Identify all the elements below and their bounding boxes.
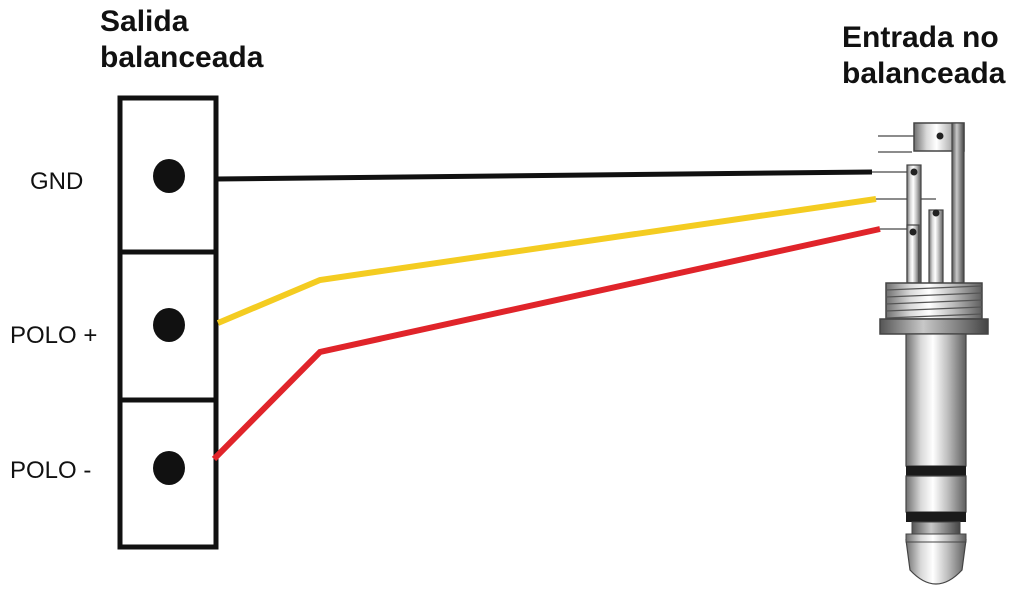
output-title: Salida balanceada xyxy=(100,4,263,76)
ring-contact xyxy=(905,475,967,513)
solder-point xyxy=(910,168,918,176)
insulator-band xyxy=(906,512,966,522)
terminal-block xyxy=(117,95,219,550)
ring-post xyxy=(928,209,944,284)
output-title-line2: balanceada xyxy=(100,41,264,74)
terminal-screw-gnd xyxy=(153,159,185,193)
pin-label-polo-plus: POLO + xyxy=(10,322,98,349)
input-title: Entrada no balanceada xyxy=(842,20,1005,92)
input-title-line1: Entrada no xyxy=(842,21,999,54)
insulator-band xyxy=(906,466,966,476)
output-title-line1: Salida xyxy=(100,5,189,38)
wire-gnd xyxy=(215,169,873,182)
jack-back-plate xyxy=(951,122,965,284)
tip-shoulder xyxy=(905,533,967,543)
wire-polo-minus xyxy=(211,226,881,462)
terminal-screw-polo-minus xyxy=(153,451,185,485)
thread-lines xyxy=(885,285,983,319)
wire-polo-plus xyxy=(216,196,877,326)
solder-point xyxy=(909,228,917,236)
jack-flange xyxy=(879,318,989,335)
pin-label-gnd: GND xyxy=(30,168,84,195)
solder-point xyxy=(932,209,940,217)
sleeve-shaft xyxy=(905,333,967,467)
solder-point xyxy=(936,132,944,140)
trs-jack-connector xyxy=(872,122,989,585)
pin-label-polo-minus: POLO - xyxy=(10,457,92,484)
tip-neck xyxy=(911,521,961,535)
terminal-screw-polo-plus xyxy=(153,308,185,342)
tip-contact xyxy=(905,539,967,585)
input-title-line2: balanceada xyxy=(842,57,1006,90)
